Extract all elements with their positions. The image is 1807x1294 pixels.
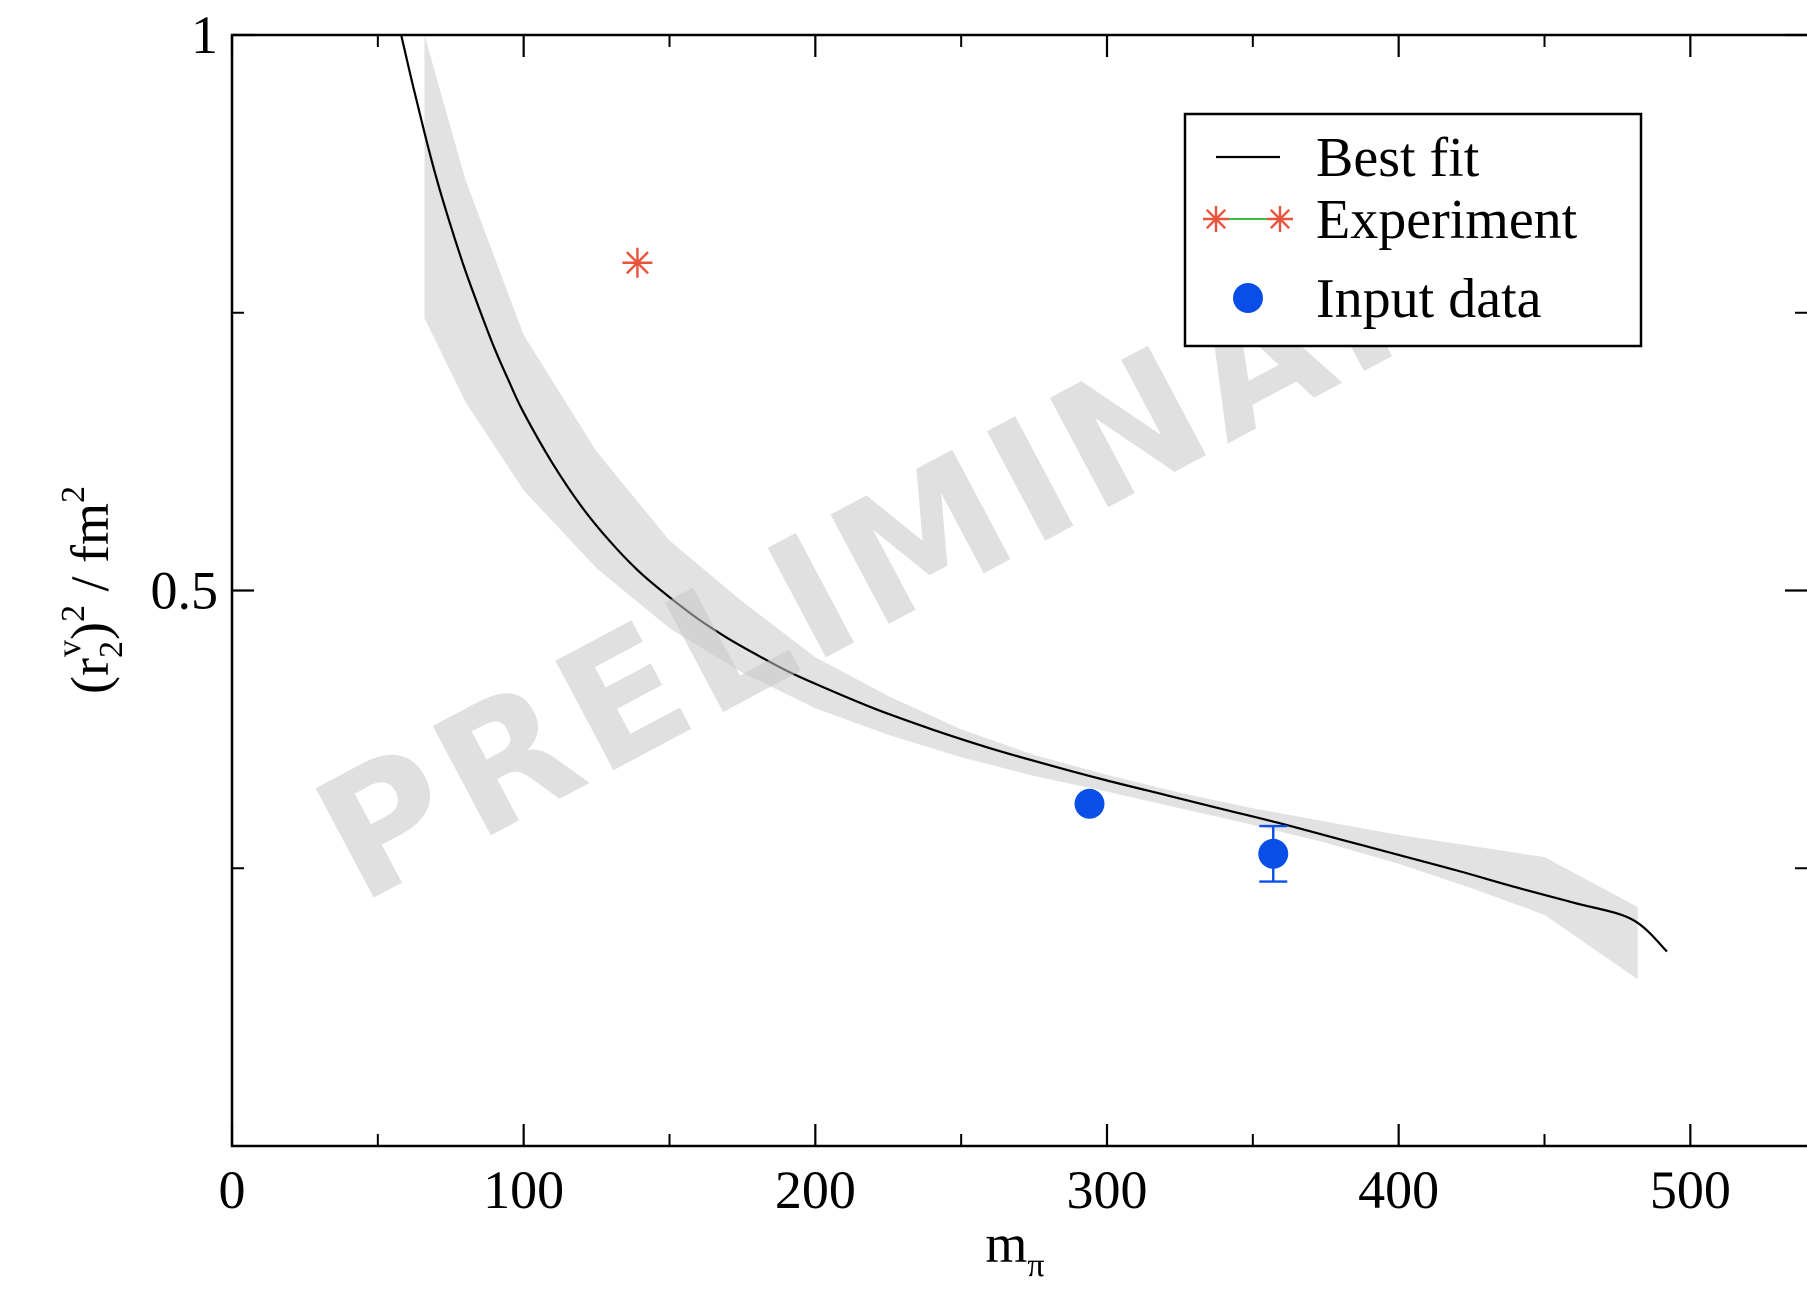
legend: Best fit Experiment Input data <box>1183 112 1643 348</box>
input-data-point <box>1074 788 1105 819</box>
axis-ticks: 0 100 200 300 400 500 0.5 1 <box>151 5 1807 1220</box>
input-data-point <box>1258 838 1289 869</box>
legend-best-fit-label: Best fit <box>1316 127 1480 189</box>
x-tick-label: 0 <box>219 1160 246 1220</box>
y-axis-label-sup2: 2 <box>55 605 92 622</box>
legend-input-data-swatch <box>1233 283 1263 313</box>
y-axis-label-close: ) <box>60 622 120 640</box>
y-tick-label: 1 <box>191 5 218 65</box>
error-band <box>424 35 1638 980</box>
x-tick-label: 400 <box>1358 1160 1439 1220</box>
legend-experiment-star-right <box>1267 206 1293 232</box>
legend-experiment-star-left <box>1203 206 1229 232</box>
x-tick-label: 100 <box>483 1160 564 1220</box>
star-stroke <box>625 251 649 275</box>
star-stroke <box>1269 208 1291 230</box>
x-tick-label: 200 <box>775 1160 856 1220</box>
y-axis-label-open: (r <box>60 658 120 694</box>
x-axis-label-main: m <box>985 1214 1027 1274</box>
legend-experiment-swatch <box>1203 206 1293 232</box>
x-axis-label-sub: π <box>1027 1247 1044 1284</box>
experiment-point <box>622 247 653 278</box>
legend-input-data-label: Input data <box>1316 268 1542 330</box>
y-axis-label-sup: v <box>51 640 88 657</box>
x-tick-label: 500 <box>1650 1160 1731 1220</box>
legend-experiment-label: Experiment <box>1316 189 1578 251</box>
y-axis-label-sub: 2 <box>93 641 130 658</box>
y-axis-label-unit: / fm <box>60 503 120 605</box>
y-axis-label: (r2v)2 / fm2 <box>51 486 130 694</box>
y-axis-label-sup3: 2 <box>55 486 92 503</box>
data-marks <box>622 247 1289 883</box>
x-axis-label: mπ <box>985 1214 1044 1284</box>
star-stroke <box>1205 208 1227 230</box>
x-tick-label: 300 <box>1067 1160 1148 1220</box>
y-tick-label: 0.5 <box>151 561 219 621</box>
best-fit-line <box>400 34 1668 953</box>
legend-box <box>1183 112 1643 348</box>
